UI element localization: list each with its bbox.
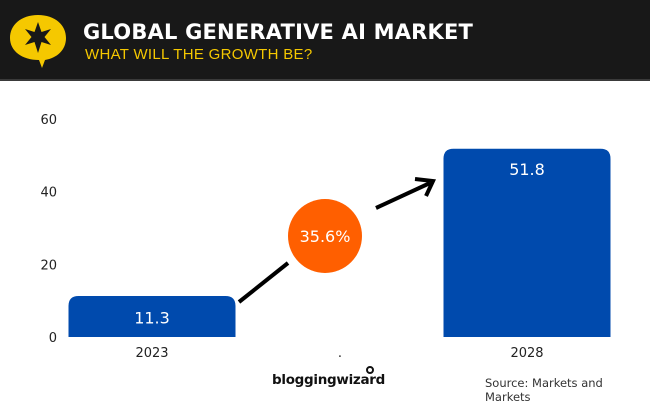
chart-title: GLOBAL GENERATIVE AI MARKET: [83, 20, 474, 44]
brand-logo-text: bloggingwizard: [272, 372, 385, 388]
growth-rate-label: 35.6%: [300, 227, 351, 246]
star-speech-bubble-icon: [10, 15, 66, 68]
data-label: 11.3: [134, 308, 170, 327]
header-divider: [0, 79, 650, 81]
growth-arrow-head-icon: [414, 177, 436, 197]
growth-arrow-line-upper: [375, 181, 431, 210]
bar-2023: [68, 295, 236, 337]
data-label: 51.8: [509, 160, 545, 179]
y-tick-label: 0: [49, 331, 57, 346]
bar-2028: [443, 148, 611, 337]
growth-rate-circle: [288, 199, 362, 273]
x-tick-label: 2028: [510, 346, 543, 361]
growth-arrow-line-lower: [237, 261, 290, 304]
x-tick-label: .: [338, 346, 342, 361]
x-tick-label: 2023: [135, 346, 168, 361]
y-tick-label: 40: [40, 186, 57, 201]
header-banner: [0, 0, 650, 79]
chart-subtitle: WHAT WILL THE GROWTH BE?: [85, 46, 313, 63]
y-tick-label: 20: [40, 258, 57, 273]
y-tick-label: 60: [40, 113, 57, 128]
brand-wizard-icon: [366, 366, 374, 374]
